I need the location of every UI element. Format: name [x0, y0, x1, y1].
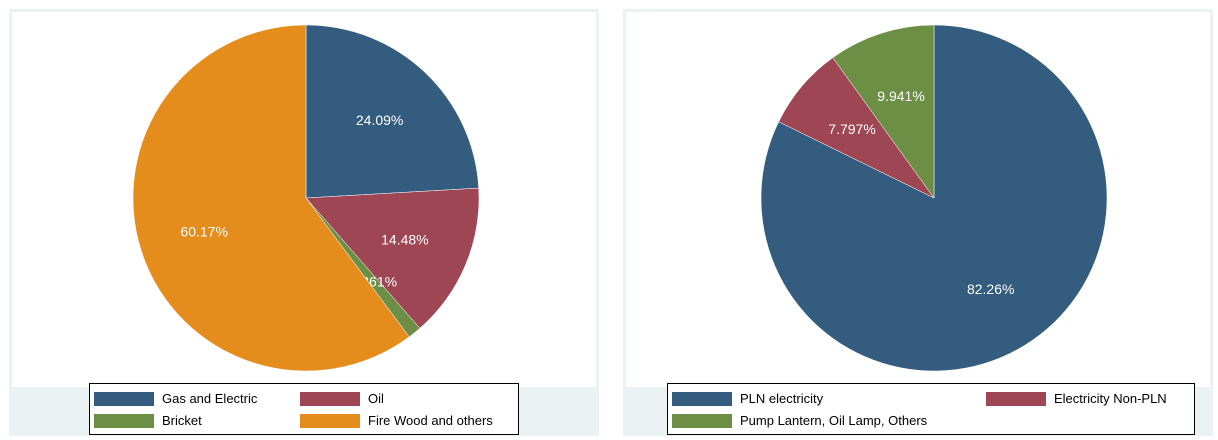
- slice-value-label: 9.941%: [877, 88, 924, 104]
- legend-1: Gas and Electric Oil Bricket Fire Wood a…: [89, 383, 519, 435]
- legend-swatch: [672, 414, 732, 428]
- pie-slice-pump-lantern-oil-lamp-others: [832, 24, 935, 199]
- legend-label: Pump Lantern, Oil Lamp, Others: [740, 413, 928, 428]
- pie-slice-gas-and-electric: [305, 24, 479, 199]
- legend-label: Gas and Electric: [162, 391, 258, 406]
- legend-swatch: [300, 392, 360, 406]
- pie-slice-oil: [305, 187, 480, 329]
- legend-label: Bricket: [162, 413, 202, 428]
- plot-area-2: 82.26% 7.797% 9.941%: [626, 12, 1210, 387]
- pie-chart-1: 24.09%14.48%1.261%60.17%: [132, 24, 480, 372]
- pie-chart-panel-1: 24.09% 14.48% 1.261% 60.17% Gas and Electri…: [9, 9, 599, 436]
- pie-chart-panel-2: 82.26% 7.797% 9.941% PLN electricity Elect…: [623, 9, 1213, 436]
- legend-label: Electricity Non-PLN: [1054, 391, 1167, 406]
- legend-swatch: [94, 414, 154, 428]
- slice-value-label: 60.17%: [180, 224, 227, 240]
- slice-value-label: 82.26%: [967, 281, 1014, 297]
- slice-value-label: 14.48%: [381, 232, 428, 248]
- legend-swatch: [672, 392, 732, 406]
- legend-label: Oil: [368, 391, 384, 406]
- legend-label: PLN electricity: [740, 391, 824, 406]
- legend-2: PLN electricity Electricity Non-PLN Pump…: [667, 383, 1195, 435]
- pie-chart-2: 82.26% 7.797% 9.941%: [760, 24, 1108, 372]
- slice-value-label: 24.09%: [356, 112, 403, 128]
- slice-value-label: 7.797%: [828, 121, 875, 137]
- legend-swatch: [94, 392, 154, 406]
- plot-area-1: 24.09% 14.48% 1.261% 60.17%: [12, 12, 596, 387]
- legend-swatch: [300, 414, 360, 428]
- legend-swatch: [986, 392, 1046, 406]
- pie-slice-fire-wood-and-others: [132, 24, 410, 372]
- legend-label: Fire Wood and others: [368, 413, 493, 428]
